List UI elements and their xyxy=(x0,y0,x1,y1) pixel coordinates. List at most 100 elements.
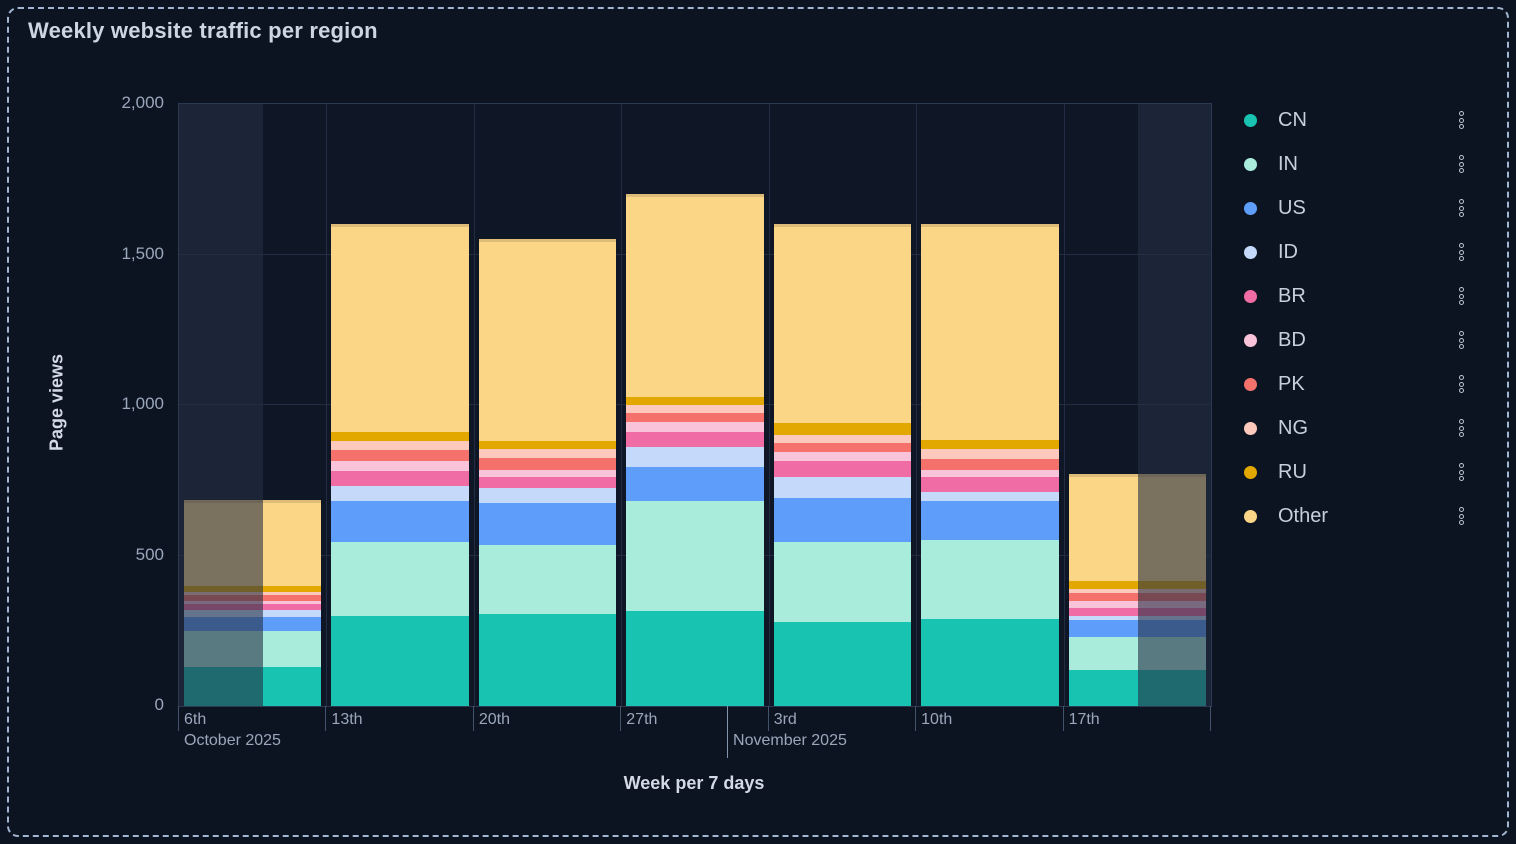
bar-13th xyxy=(331,224,469,706)
bar-segment-BR-3rd[interactable] xyxy=(773,460,912,478)
bar-segment-US-20th[interactable] xyxy=(478,502,617,545)
y-tick-label-1500: 1,500 xyxy=(121,243,164,263)
legend-menu-kebab-icon-NG[interactable] xyxy=(1455,416,1468,441)
x-tick-mark-1 xyxy=(325,706,327,731)
legend-color-dot-BR xyxy=(1244,289,1257,303)
bar-segment-ID-20th[interactable] xyxy=(478,487,617,503)
legend-label-PK: PK xyxy=(1278,372,1305,395)
bar-segment-PK-13th[interactable] xyxy=(331,450,469,461)
bar-segment-CN-20th[interactable] xyxy=(478,614,617,706)
x-tick-mark-7 xyxy=(1210,706,1211,731)
y-tick-label-1000: 1,000 xyxy=(121,394,164,413)
bar-segment-PK-3rd[interactable] xyxy=(773,442,912,452)
bar-segment-BD-27th[interactable] xyxy=(626,421,764,433)
bar-top-edge-13th xyxy=(331,224,469,228)
bar-segment-ID-3rd[interactable] xyxy=(773,477,912,499)
legend-item-BR[interactable]: BR xyxy=(1238,274,1470,318)
bar-segment-CN-13th[interactable] xyxy=(331,615,469,706)
bar-segment-BD-3rd[interactable] xyxy=(773,451,912,461)
legend-menu-kebab-icon-ID[interactable] xyxy=(1455,240,1468,265)
legend-menu-kebab-icon-US[interactable] xyxy=(1455,196,1468,221)
bar-27th xyxy=(626,194,764,706)
bar-segment-PK-20th[interactable] xyxy=(478,457,617,470)
bar-segment-BR-10th[interactable] xyxy=(921,477,1059,493)
bar-segment-BD-13th[interactable] xyxy=(331,460,469,472)
bar-segment-ID-27th[interactable] xyxy=(626,447,764,467)
bar-segment-Other-27th[interactable] xyxy=(626,194,764,398)
bar-segment-BR-20th[interactable] xyxy=(478,477,617,488)
bar-segment-BR-13th[interactable] xyxy=(331,471,469,487)
legend-menu-kebab-icon-BD[interactable] xyxy=(1455,328,1468,353)
bar-segment-RU-10th[interactable] xyxy=(921,439,1059,449)
bar-segment-NG-17th[interactable] xyxy=(1068,588,1206,594)
bar-segment-IN-13th[interactable] xyxy=(331,541,469,616)
bar-segment-NG-13th[interactable] xyxy=(331,441,469,451)
bar-segment-PK-17th[interactable] xyxy=(1068,593,1206,601)
gridline-x-6 xyxy=(1063,104,1065,706)
bar-segment-NG-27th[interactable] xyxy=(626,405,764,413)
bar-segment-BR-27th[interactable] xyxy=(626,432,764,448)
bar-segment-BD-17th[interactable] xyxy=(1068,600,1206,609)
legend-menu-kebab-icon-PK[interactable] xyxy=(1455,372,1468,397)
bar-segment-CN-10th[interactable] xyxy=(921,618,1059,706)
gridline-x-2 xyxy=(473,104,475,706)
legend-item-PK[interactable]: PK xyxy=(1238,362,1470,406)
legend-item-ID[interactable]: ID xyxy=(1238,230,1470,274)
legend-label-NG: NG xyxy=(1278,416,1308,439)
bar-segment-RU-27th[interactable] xyxy=(626,397,764,405)
legend-item-IN[interactable]: IN xyxy=(1238,142,1470,186)
bar-segment-NG-3rd[interactable] xyxy=(773,435,912,443)
bar-segment-IN-3rd[interactable] xyxy=(773,541,912,622)
legend-menu-kebab-icon-IN[interactable] xyxy=(1455,152,1468,177)
legend-item-BD[interactable]: BD xyxy=(1238,318,1470,362)
legend-label-BD: BD xyxy=(1278,328,1306,351)
bar-segment-RU-3rd[interactable] xyxy=(773,423,912,436)
bar-segment-IN-27th[interactable] xyxy=(626,501,764,612)
bar-segment-NG-10th[interactable] xyxy=(921,448,1059,460)
legend-item-Other[interactable]: Other xyxy=(1238,494,1470,538)
bar-segment-BD-10th[interactable] xyxy=(921,469,1059,478)
bar-segment-ID-17th[interactable] xyxy=(1068,615,1206,621)
legend-menu-kebab-icon-Other[interactable] xyxy=(1455,504,1468,529)
legend-item-US[interactable]: US xyxy=(1238,186,1470,230)
month-boundary-tick-1 xyxy=(727,706,729,758)
x-tick-mark-4 xyxy=(767,706,769,731)
x-tick-label-20th: 20th xyxy=(478,711,510,728)
bar-segment-IN-20th[interactable] xyxy=(478,544,617,615)
bar-segment-ID-10th[interactable] xyxy=(921,492,1059,502)
bar-top-edge-27th xyxy=(626,194,764,198)
bar-segment-US-13th[interactable] xyxy=(331,501,469,542)
bar-segment-US-10th[interactable] xyxy=(921,501,1059,541)
bar-segment-ID-13th[interactable] xyxy=(331,486,469,502)
bar-segment-US-27th[interactable] xyxy=(626,466,764,502)
bar-segment-IN-10th[interactable] xyxy=(921,540,1059,619)
x-tick-label-10th: 10th xyxy=(921,711,953,728)
x-tick-label-6th: 6th xyxy=(184,711,207,728)
legend-menu-kebab-icon-BR[interactable] xyxy=(1455,284,1468,309)
legend-label-ID: ID xyxy=(1278,240,1298,263)
bar-segment-Other-13th[interactable] xyxy=(331,224,469,433)
x-tick-mark-3 xyxy=(620,706,622,731)
bar-segment-US-3rd[interactable] xyxy=(773,498,912,542)
bar-segment-CN-27th[interactable] xyxy=(626,611,764,706)
bar-segment-BR-17th[interactable] xyxy=(1068,608,1206,616)
bar-segment-BD-20th[interactable] xyxy=(478,469,617,478)
bar-segment-PK-10th[interactable] xyxy=(921,459,1059,470)
legend-item-RU[interactable]: RU xyxy=(1238,450,1470,494)
bar-segment-RU-13th[interactable] xyxy=(331,432,469,442)
month-label-0: October 2025 xyxy=(184,732,281,749)
bar-segment-NG-20th[interactable] xyxy=(478,448,617,458)
bar-segment-RU-20th[interactable] xyxy=(478,441,617,449)
bar-segment-Other-20th[interactable] xyxy=(478,239,617,442)
legend-color-dot-Other xyxy=(1244,509,1257,523)
legend-menu-kebab-icon-CN[interactable] xyxy=(1455,108,1468,133)
legend-item-NG[interactable]: NG xyxy=(1238,406,1470,450)
bar-segment-PK-27th[interactable] xyxy=(626,412,764,422)
bar-segment-Other-3rd[interactable] xyxy=(773,224,912,424)
bar-segment-Other-10th[interactable] xyxy=(921,224,1059,440)
out-of-range-overlay-right xyxy=(1138,104,1211,706)
legend-menu-kebab-icon-RU[interactable] xyxy=(1455,460,1468,485)
bar-segment-RU-17th[interactable] xyxy=(1068,581,1206,589)
bar-segment-CN-3rd[interactable] xyxy=(773,621,912,706)
legend-item-CN[interactable]: CN xyxy=(1238,98,1470,142)
